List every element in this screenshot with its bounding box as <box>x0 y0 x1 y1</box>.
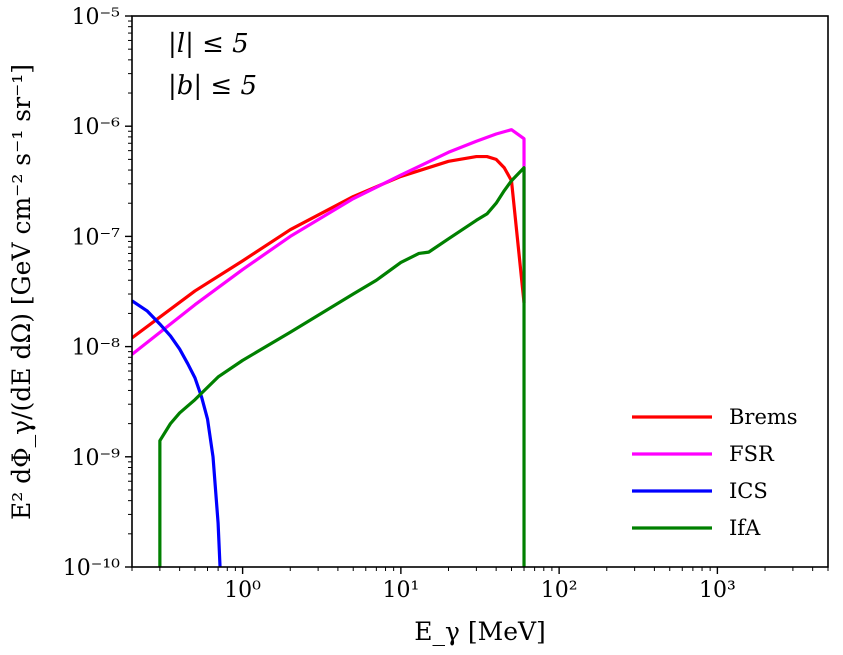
plot-frame <box>131 15 829 568</box>
x-tick-label: 10⁰ <box>224 578 261 603</box>
annotation-l: |l| ≤ 5 <box>168 29 249 59</box>
series-line-fsr <box>132 128 526 356</box>
x-tick-label: 10³ <box>699 578 736 603</box>
legend-label-brems: Brems <box>729 405 798 429</box>
legend-label-ics: ICS <box>729 479 768 503</box>
y-tick-label: 10⁻⁸ <box>72 336 121 361</box>
ticks-layer: 10⁰ 10¹ 10² 10³ 10⁻¹⁰ 10⁻⁹ 10⁻⁸ 10⁻⁷ 10⁻⁶ 10⁻⁵ <box>63 5 829 603</box>
y-tick-label: 10⁻⁵ <box>72 5 120 30</box>
legend: Brems FSR ICS IfA <box>632 405 798 540</box>
series-line-ics <box>132 299 222 567</box>
y-tick-label: 10⁻⁹ <box>72 446 121 471</box>
x-tick-label: 10² <box>541 578 578 603</box>
series-line-ifa <box>158 166 526 567</box>
legend-label-ifa: IfA <box>729 516 761 540</box>
series-layer <box>132 128 526 567</box>
y-tick-label: 10⁻¹⁰ <box>63 556 120 581</box>
series-line-brems <box>132 154 526 340</box>
legend-label-fsr: FSR <box>729 442 775 466</box>
y-axis-label: E² dΦ_γ/(dE dΩ) [GeV cm⁻² s⁻¹ sr⁻¹] <box>7 64 36 520</box>
x-tick-label: 10¹ <box>382 578 419 603</box>
x-axis-label: E_γ [MeV] <box>414 617 546 646</box>
annotation-b: |b| ≤ 5 <box>168 71 257 101</box>
y-tick-label: 10⁻⁷ <box>72 225 121 250</box>
y-tick-label: 10⁻⁶ <box>72 115 121 140</box>
